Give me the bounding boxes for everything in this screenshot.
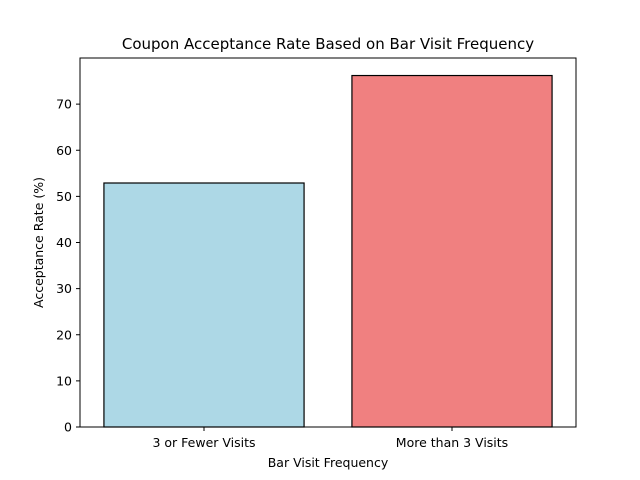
bars-layer — [103, 74, 553, 428]
ticks-layer: 3 or Fewer Visits More than 3 Visits 0 10 20… — [56, 97, 508, 450]
x-tick-label: 3 or Fewer Visits — [152, 435, 255, 450]
bar-0 — [103, 182, 305, 428]
x-axis-label: Bar Visit Frequency — [268, 455, 389, 470]
plot-area-frame — [79, 57, 577, 428]
y-tick-label: 0 — [64, 420, 72, 435]
y-tick-label: 30 — [56, 281, 72, 296]
y-tick-label: 70 — [56, 97, 72, 112]
y-tick-label: 60 — [56, 143, 72, 158]
y-axis-label: Acceptance Rate (%) — [31, 177, 46, 308]
y-tick-label: 10 — [56, 373, 72, 388]
y-tick-label: 20 — [56, 327, 72, 342]
y-tick-label: 50 — [56, 189, 72, 204]
bar-1 — [351, 74, 553, 428]
chart-title: Coupon Acceptance Rate Based on Bar Visi… — [122, 35, 534, 53]
x-tick-label: More than 3 Visits — [396, 435, 508, 450]
y-tick-label: 40 — [56, 235, 72, 250]
